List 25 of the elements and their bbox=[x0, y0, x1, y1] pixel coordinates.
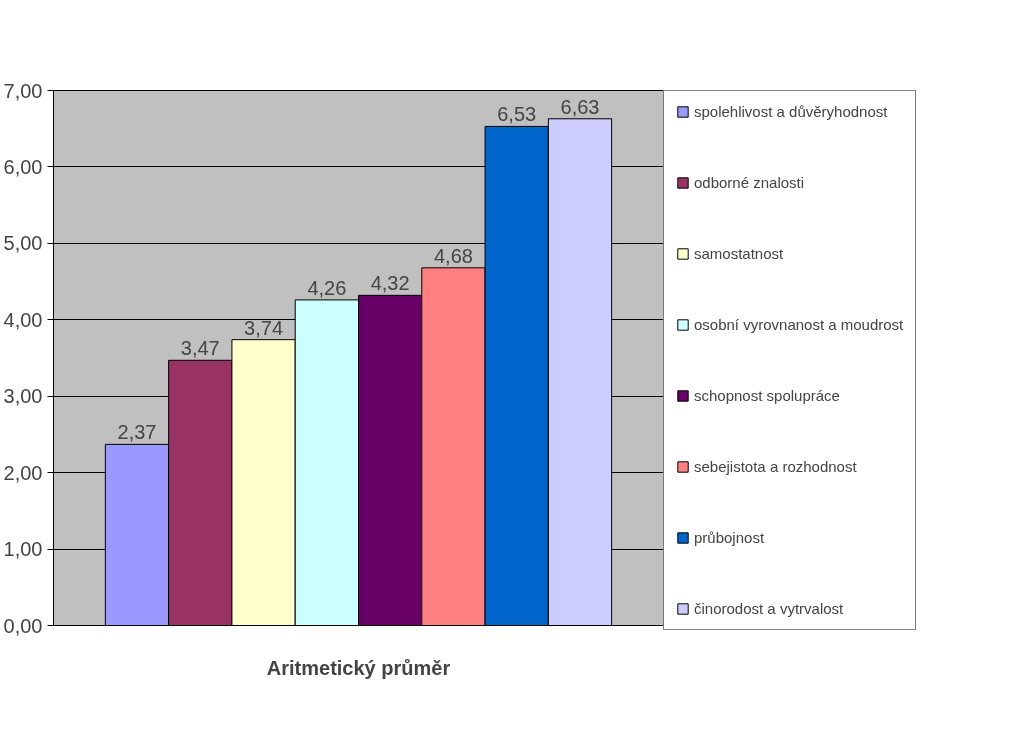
legend-label: samostatnost bbox=[694, 245, 784, 262]
y-tick-label: 6,00 bbox=[3, 155, 43, 178]
legend-label: průbojnost bbox=[694, 529, 765, 546]
x-tick-label: Aritmetický průměr bbox=[266, 656, 451, 679]
data-label: 4,26 bbox=[307, 276, 347, 299]
data-label: 3,74 bbox=[244, 316, 284, 339]
y-tick-label: 4,00 bbox=[3, 308, 43, 331]
legend-label: schopnost spolupráce bbox=[694, 387, 840, 404]
y-tick-label: 7,00 bbox=[3, 79, 43, 102]
data-label: 2,37 bbox=[117, 421, 157, 444]
y-tick-label: 3,00 bbox=[3, 385, 43, 408]
legend-label: osobní vyrovnanost a moudrost bbox=[694, 316, 904, 333]
legend-label: odborné znalosti bbox=[694, 174, 805, 191]
data-label: 6,53 bbox=[497, 103, 537, 126]
data-label: 3,47 bbox=[180, 337, 220, 360]
legend-label: spolehlivost a důvěryhodnost bbox=[694, 103, 888, 120]
y-tick-label: 1,00 bbox=[3, 538, 43, 561]
data-label: 6,63 bbox=[560, 95, 600, 118]
legend-label: činorodost a vytrvalost bbox=[694, 600, 844, 617]
data-label: 4,68 bbox=[433, 244, 473, 267]
legend-label: sebejistota a rozhodnost bbox=[694, 458, 857, 475]
y-tick-label: 5,00 bbox=[3, 232, 43, 255]
y-tick-label: 2,00 bbox=[3, 461, 43, 484]
data-label: 4,32 bbox=[370, 272, 410, 295]
y-tick-label: 0,00 bbox=[3, 614, 43, 637]
